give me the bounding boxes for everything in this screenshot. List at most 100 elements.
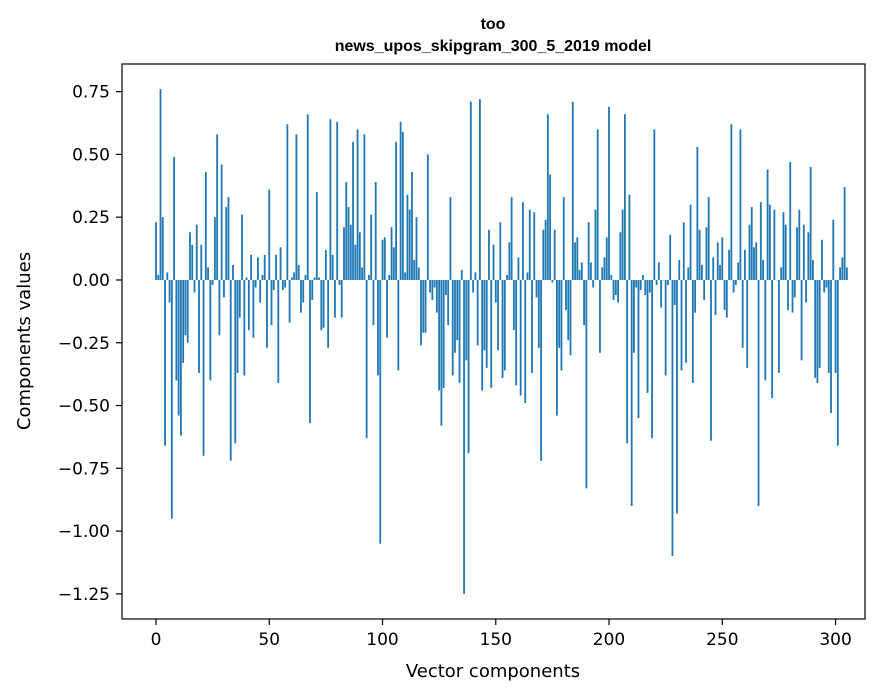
bar	[413, 259, 416, 280]
bar	[313, 277, 316, 280]
bar	[524, 279, 527, 404]
bar	[336, 121, 339, 280]
bar	[571, 101, 574, 280]
bar	[830, 279, 832, 414]
bar	[191, 244, 194, 280]
bar	[476, 279, 479, 346]
bar	[343, 227, 345, 280]
bar	[320, 279, 323, 331]
bar	[719, 264, 721, 280]
y-tick-label: 0.25	[72, 208, 110, 228]
bar	[802, 224, 805, 280]
bar	[179, 279, 182, 436]
bar	[762, 259, 764, 280]
bar	[592, 279, 595, 288]
bar	[551, 279, 554, 283]
bar	[395, 141, 397, 280]
bar	[508, 242, 511, 280]
bar	[460, 269, 463, 280]
bar	[211, 279, 214, 285]
bar	[556, 279, 558, 416]
bar	[793, 279, 796, 298]
bar	[263, 254, 266, 280]
bar	[646, 279, 649, 393]
bar	[241, 214, 243, 280]
bar	[368, 274, 370, 280]
bar	[633, 279, 635, 353]
bar	[207, 267, 209, 280]
bar	[741, 279, 744, 348]
bar	[499, 222, 502, 280]
bar	[614, 279, 617, 296]
bar	[386, 279, 388, 338]
bar	[381, 239, 384, 280]
bar	[184, 279, 187, 336]
bar	[392, 247, 395, 280]
bar	[365, 279, 368, 439]
bar	[839, 267, 841, 280]
bar	[628, 194, 631, 280]
bar	[379, 279, 382, 544]
bar	[680, 279, 683, 371]
bar	[302, 279, 305, 303]
bar	[257, 257, 259, 280]
bar	[225, 207, 228, 280]
x-axis-label: Vector components	[406, 661, 580, 682]
bar	[465, 279, 468, 361]
bar	[716, 242, 719, 280]
bar	[533, 212, 536, 280]
bar	[494, 279, 497, 303]
bar	[472, 279, 475, 293]
bar	[449, 197, 452, 280]
bar	[227, 197, 230, 280]
bar	[408, 209, 411, 280]
bar	[809, 166, 812, 280]
bar	[331, 254, 334, 280]
bar	[845, 267, 848, 280]
bar	[284, 279, 286, 288]
bar	[517, 257, 520, 280]
bar	[655, 279, 658, 285]
bar	[358, 232, 361, 280]
y-tick-label: −0.75	[58, 459, 110, 479]
bar	[669, 234, 672, 280]
bar	[164, 279, 166, 446]
bar	[639, 279, 642, 291]
bar	[569, 279, 572, 356]
bar	[209, 279, 212, 381]
x-tick-label: 300	[819, 630, 851, 650]
bar	[490, 279, 493, 388]
bar	[161, 217, 164, 280]
y-axis-label: Components values	[14, 252, 35, 430]
bar	[825, 279, 828, 288]
bar	[200, 244, 203, 280]
bar	[562, 197, 565, 280]
bar	[458, 279, 461, 383]
bar	[288, 279, 291, 323]
bar	[223, 279, 225, 298]
bar	[295, 134, 298, 280]
bar	[744, 249, 746, 280]
bar	[515, 279, 518, 386]
bar	[843, 187, 846, 280]
bar	[619, 232, 622, 280]
bar	[420, 279, 422, 346]
bar	[635, 279, 638, 288]
bar	[671, 279, 674, 557]
bar	[644, 279, 647, 296]
x-tick-label: 200	[593, 630, 625, 650]
bar	[259, 279, 262, 303]
bar	[186, 279, 189, 343]
bar	[286, 124, 289, 280]
bar	[784, 224, 787, 280]
bar	[401, 131, 404, 280]
bar	[293, 272, 296, 280]
bar	[220, 164, 223, 280]
bar	[528, 209, 531, 280]
bar	[723, 279, 726, 311]
bar	[279, 247, 282, 280]
bar	[390, 227, 393, 280]
bar	[821, 239, 823, 280]
bar	[236, 279, 239, 373]
bar	[315, 192, 318, 280]
